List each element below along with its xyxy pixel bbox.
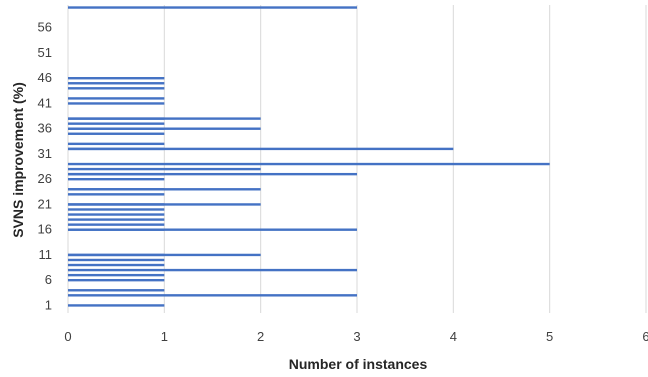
bar [68,117,165,120]
bar [68,304,165,307]
bar [68,177,165,181]
bar [68,162,550,166]
bar [68,172,357,176]
bar [68,147,454,151]
y-tick-label: 56 [38,20,52,35]
bar [68,167,261,171]
bar [68,289,165,292]
bar [68,132,165,135]
bar [68,294,357,297]
bar [68,122,165,125]
bar [68,97,165,100]
y-tick-label: 16 [38,222,52,237]
y-tick-label: 6 [45,272,52,287]
bar [68,203,261,206]
x-tick-label: 6 [642,329,648,344]
y-tick-label: 11 [39,247,53,262]
bars [68,6,550,307]
bar [68,228,357,231]
x-tick-label: 4 [450,329,457,344]
bar [68,82,165,85]
bar [68,6,357,9]
x-axis-title: Number of instances [289,356,428,372]
bar [68,208,165,211]
vertical-gridlines [67,5,647,313]
y-tick-label: 36 [38,121,52,136]
bar [68,142,165,146]
bar [68,188,261,191]
bar [68,258,165,262]
y-tick-label: 21 [38,196,52,211]
y-tick-label: 46 [38,70,52,85]
bar [68,253,261,257]
x-tick-label: 1 [161,329,168,344]
bar [68,193,165,196]
bar [68,218,165,221]
bar [68,213,165,216]
bar [68,77,165,80]
bar [68,127,261,130]
bar [68,273,165,277]
x-axis-ticks: 0 1 2 3 4 5 6 [64,329,648,344]
x-tick-label: 2 [257,329,264,344]
x-tick-label: 5 [546,329,553,344]
bar [68,268,357,272]
y-tick-label: 31 [38,146,52,161]
bar [68,223,165,226]
y-tick-label: 26 [38,171,52,186]
bar [68,263,165,267]
x-tick-label: 3 [353,329,360,344]
bar [68,87,165,90]
y-tick-label: 51 [38,45,52,60]
x-tick-label: 0 [64,329,71,344]
y-axis-title: SVNS improvement (%) [10,82,26,238]
bar [68,278,165,282]
bar [68,102,165,105]
y-tick-label: 41 [38,95,52,110]
y-tick-label: 1 [45,297,52,312]
